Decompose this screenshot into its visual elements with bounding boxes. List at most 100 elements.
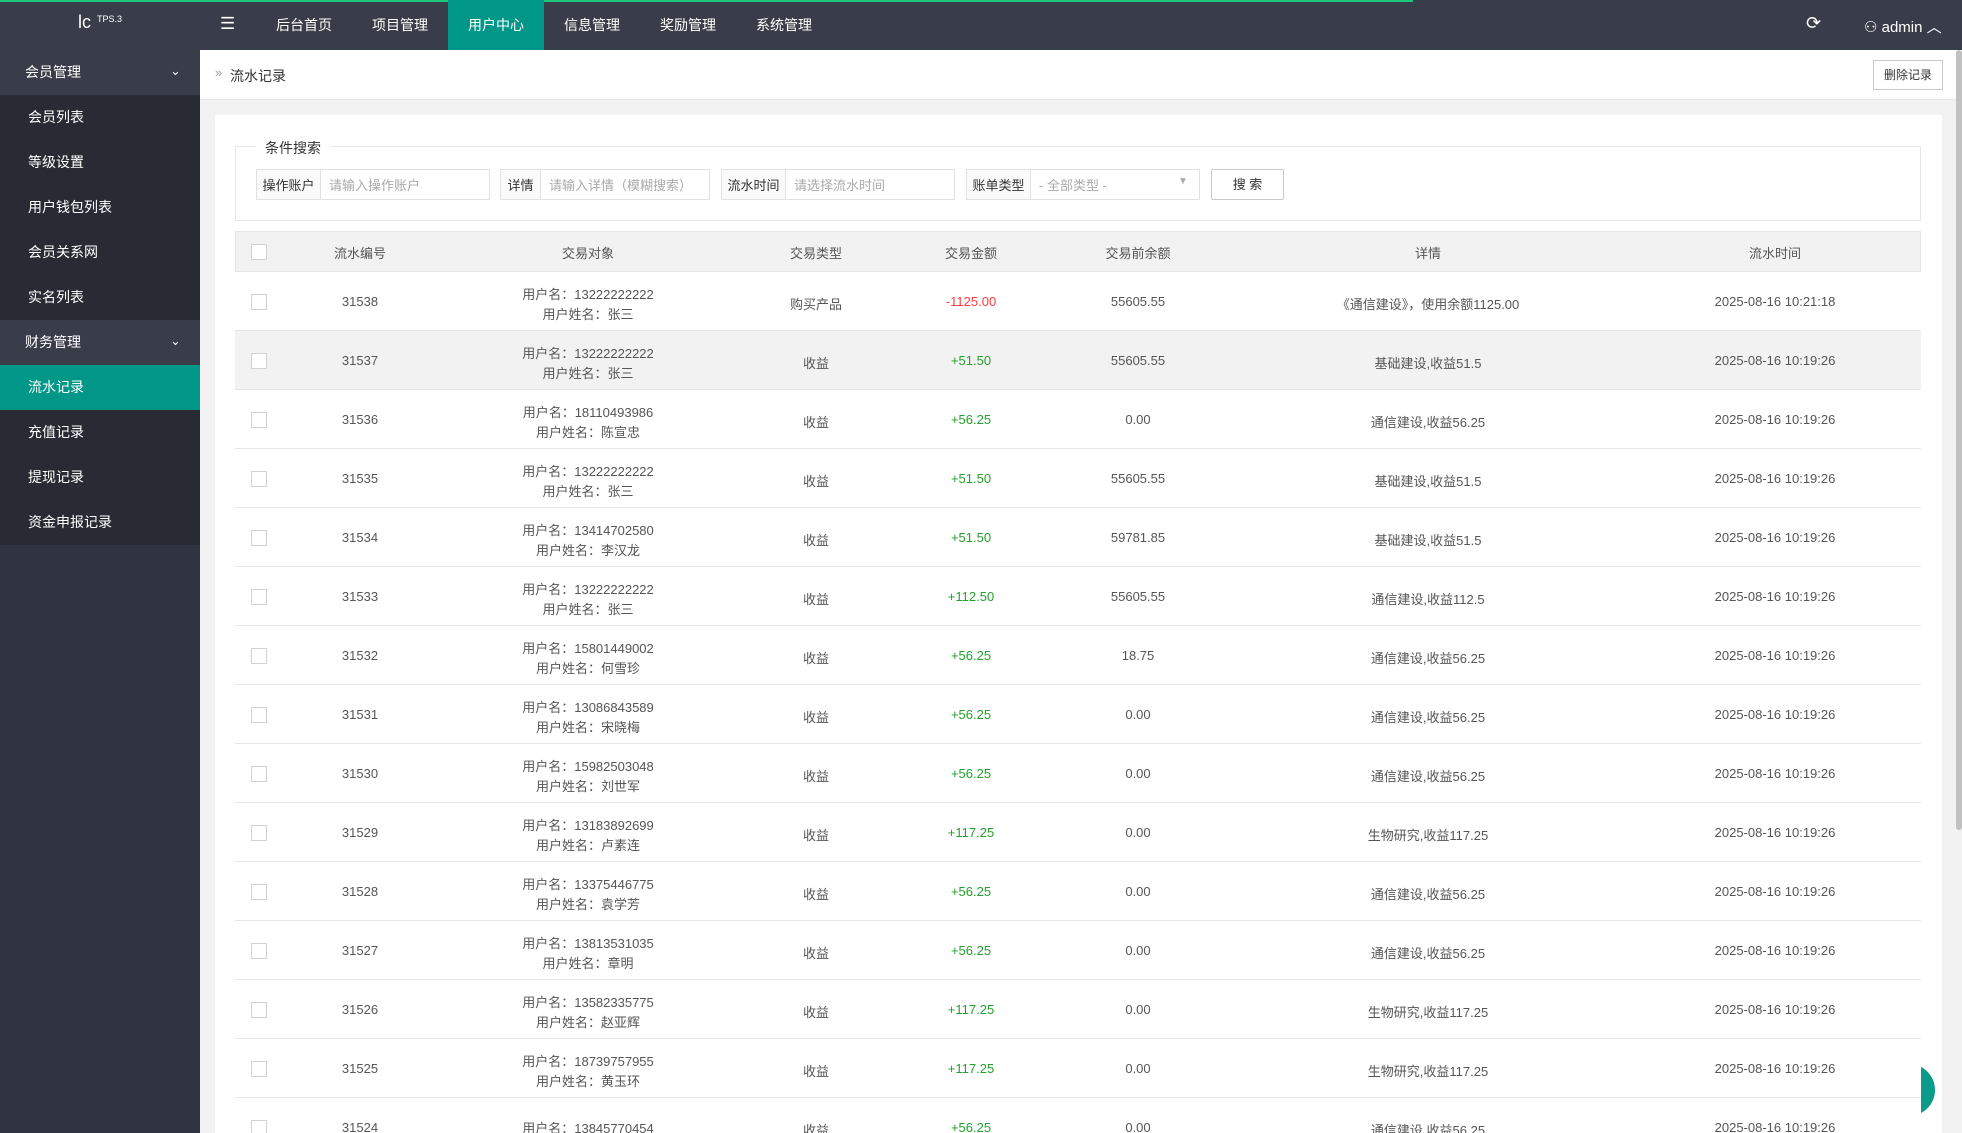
menu-item[interactable]: 实名列表 [0, 275, 200, 320]
checkbox[interactable] [251, 244, 267, 260]
type: 收益 [802, 946, 829, 961]
detail: 通信建设,收益56.25 [1370, 887, 1486, 902]
name: 用户姓名：何雪珍 [535, 661, 640, 676]
time: 2025-08-16 10:19:26 [1714, 1061, 1836, 1076]
account: 用户名：15801449002 [522, 641, 654, 656]
type: 收益 [802, 828, 829, 843]
name: 用户姓名：李汉龙 [535, 543, 640, 558]
menu-toggle[interactable]: ☰ [220, 14, 236, 33]
nav-item[interactable]: 系统管理 [756, 17, 812, 33]
time: 2025-08-16 10:19:26 [1714, 707, 1836, 722]
account: 用户名：13222222222 [522, 287, 654, 302]
time: 2025-08-16 10:19:26 [1714, 766, 1836, 781]
menu-item[interactable]: 等级设置 [0, 140, 200, 185]
type: 收益 [802, 592, 829, 607]
nav-item[interactable]: 信息管理 [564, 17, 620, 33]
field-label: 操作账户 [256, 169, 321, 200]
delete-button[interactable]: 删除记录 [1873, 60, 1943, 90]
account: 用户名：15982503048 [522, 759, 654, 774]
detail: 通信建设,收益56.25 [1370, 769, 1486, 784]
detail: 生物研究,收益117.25 [1367, 1064, 1489, 1079]
nav-item[interactable]: 后台首页 [276, 17, 332, 33]
time: 2025-08-16 10:21:18 [1714, 294, 1836, 309]
before: 59781.85 [1110, 530, 1166, 545]
account: 用户名：13845770454 [522, 1121, 654, 1133]
scrollbar [1956, 50, 1962, 830]
detail: 生物研究,收益117.25 [1367, 1005, 1489, 1020]
record-id: 31526 [341, 1002, 379, 1017]
time: 2025-08-16 10:19:26 [1714, 471, 1836, 486]
type: 收益 [802, 415, 829, 430]
account: 用户名：13582335775 [522, 995, 654, 1010]
checkbox[interactable] [251, 648, 267, 664]
type: 收益 [802, 1064, 829, 1079]
menu-item[interactable]: 会员关系网 [0, 230, 200, 275]
menu-item[interactable]: 资金申报记录 [0, 500, 200, 545]
menu-item[interactable]: 提现记录 [0, 455, 200, 500]
checkbox[interactable] [251, 884, 267, 900]
amount: +51.50 [950, 471, 992, 486]
checkbox[interactable] [251, 589, 267, 605]
checkbox[interactable] [251, 766, 267, 782]
before: 0.00 [1125, 884, 1151, 899]
table-row [235, 626, 1921, 685]
amount: +117.25 [947, 1002, 995, 1017]
amount: +56.25 [950, 943, 992, 958]
type: 收益 [802, 710, 829, 725]
table-row [235, 508, 1921, 567]
type: 收益 [802, 533, 829, 548]
amount: -1125.00 [945, 294, 997, 309]
name: 用户姓名：章明 [542, 956, 634, 971]
checkbox[interactable] [251, 353, 267, 369]
time: 2025-08-16 10:19:26 [1714, 648, 1836, 663]
amount: +51.50 [950, 353, 992, 368]
checkbox[interactable] [251, 1061, 267, 1077]
field-input[interactable]: 请输入操作账户 [321, 169, 490, 200]
refresh-button[interactable]: ⟳ [1806, 13, 1822, 33]
menu-item[interactable]: 会员列表 [0, 95, 200, 140]
account: 用户名：13222222222 [522, 464, 654, 479]
nav-item[interactable]: 奖励管理 [660, 17, 716, 33]
nav-item[interactable]: 用户中心 [448, 0, 544, 50]
checkbox[interactable] [251, 530, 267, 546]
checkbox[interactable] [251, 943, 267, 959]
menu-item[interactable]: 流水记录 [0, 365, 200, 410]
before: 0.00 [1125, 707, 1151, 722]
checkbox[interactable] [251, 1120, 267, 1133]
type: 收益 [802, 651, 829, 666]
time: 2025-08-16 10:19:26 [1714, 825, 1836, 840]
checkbox[interactable] [251, 1002, 267, 1018]
field-input[interactable]: - 全部类型 - [1031, 169, 1200, 200]
detail: 通信建设,收益56.25 [1370, 710, 1486, 725]
version: TPS.3 [97, 14, 123, 24]
amount: +56.25 [950, 707, 992, 722]
before: 55605.55 [1110, 471, 1166, 486]
field-input[interactable]: 请选择流水时间 [786, 169, 955, 200]
before: 18.75 [1121, 648, 1155, 663]
table-row [235, 272, 1921, 331]
account: 用户名：13414702580 [522, 523, 654, 538]
amount: +56.25 [950, 648, 992, 663]
menu-item[interactable]: 用户钱包列表 [0, 185, 200, 230]
type: 收益 [802, 1005, 829, 1020]
field-input[interactable]: 请输入详情（模糊搜索） [541, 169, 710, 200]
nav-item[interactable]: 项目管理 [372, 17, 428, 33]
checkbox[interactable] [251, 294, 267, 310]
checkbox[interactable] [251, 707, 267, 723]
type: 收益 [802, 887, 829, 902]
menu-item[interactable]: 充值记录 [0, 410, 200, 455]
detail: 基础建设,收益51.5 [1374, 533, 1482, 548]
checkbox[interactable] [251, 471, 267, 487]
table-row [235, 921, 1921, 980]
type: 收益 [802, 1123, 829, 1133]
search-button[interactable]: 搜 索 [1211, 169, 1284, 200]
menu-group[interactable]: 会员管理 [0, 50, 200, 95]
account: 用户名：13086843589 [522, 700, 654, 715]
record-id: 31524 [341, 1120, 379, 1133]
checkbox[interactable] [251, 825, 267, 841]
checkbox[interactable] [251, 412, 267, 428]
menu-group[interactable]: 财务管理 [0, 320, 200, 365]
user-menu[interactable]: ⚇ admin ︿ [1864, 19, 1942, 36]
name: 用户姓名：张三 [542, 366, 634, 381]
table-row [235, 803, 1921, 862]
